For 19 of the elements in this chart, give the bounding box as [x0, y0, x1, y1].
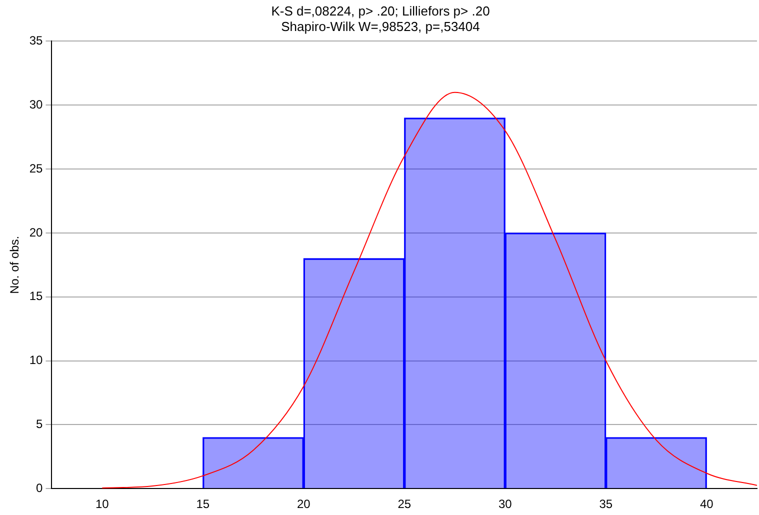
x-tick-label: 30 — [498, 497, 512, 512]
y-tick-label: 35 — [29, 34, 44, 48]
x-tick-label: 35 — [599, 497, 613, 512]
line-series — [102, 92, 757, 488]
x-tick-label: 15 — [196, 497, 210, 512]
y-tick-label: 10 — [29, 353, 44, 368]
x-tick-label: 25 — [398, 497, 412, 512]
x-tick-label: 20 — [296, 497, 311, 512]
chart-title: K-S d=,08224, p> .20; Lilliefors p> .20 — [271, 3, 490, 18]
chart-subtitle: Shapiro-Wilk W=,98523, p=,53404 — [281, 18, 480, 34]
y-axis-title: No. of obs. — [8, 236, 22, 294]
y-tick-label: 20 — [29, 225, 44, 240]
y-tick-label: 30 — [29, 97, 44, 112]
y-tick-label: 0 — [36, 480, 44, 495]
y-tick-label: 5 — [36, 417, 44, 431]
y-tick-label: 25 — [29, 161, 44, 176]
x-tick-label: 10 — [95, 497, 110, 512]
x-tick-label: 40 — [700, 497, 714, 512]
y-tick-label: 15 — [29, 289, 44, 304]
